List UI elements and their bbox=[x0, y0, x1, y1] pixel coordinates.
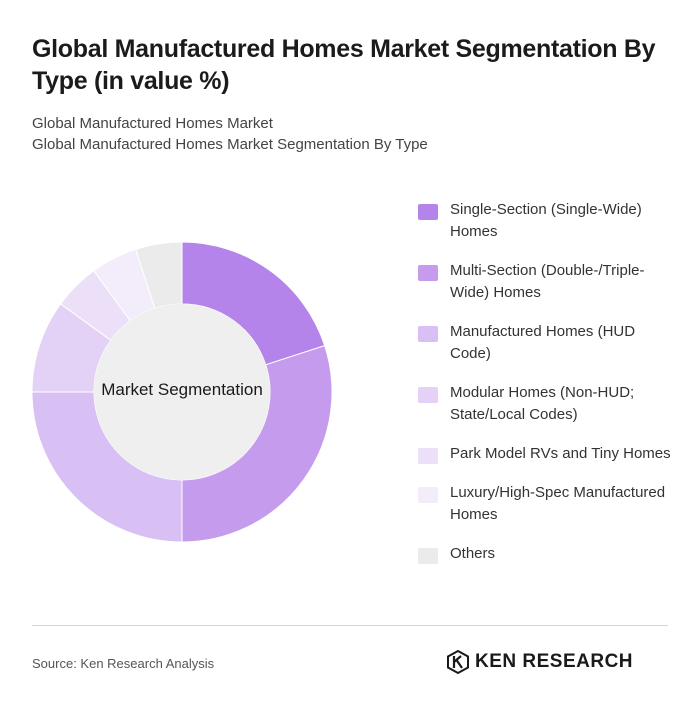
legend-label: Modular Homes (Non-HUD; State/Local Code… bbox=[450, 384, 635, 423]
legend-swatch bbox=[418, 326, 438, 342]
subtitle-line-2: Global Manufactured Homes Market Segment… bbox=[32, 136, 428, 153]
legend-swatch bbox=[418, 204, 438, 220]
legend-item: Luxury/High-Spec Manufactured Homes bbox=[418, 482, 678, 526]
legend-label: Park Model RVs and Tiny Homes bbox=[450, 445, 671, 462]
logo-text: KEN RESEARCH bbox=[475, 651, 634, 672]
legend-label: Manufactured Homes (HUD Code) bbox=[450, 323, 636, 362]
legend-item: Others bbox=[418, 543, 678, 565]
legend-swatch bbox=[418, 548, 438, 564]
chart-subtitle: Global Manufactured Homes Market Global … bbox=[32, 113, 428, 155]
legend-label: Luxury/High-Spec Manufactured Homes bbox=[450, 484, 666, 523]
legend-swatch bbox=[418, 265, 438, 281]
legend-swatch bbox=[418, 448, 438, 464]
subtitle-line-1: Global Manufactured Homes Market bbox=[32, 115, 273, 132]
legend-swatch bbox=[418, 487, 438, 503]
source-note: Source: Ken Research Analysis bbox=[32, 656, 215, 671]
chart-title: Global Manufactured Homes Market Segment… bbox=[32, 35, 656, 95]
legend-label: Single-Section (Single-Wide) Homes bbox=[450, 201, 642, 240]
donut-chart bbox=[31, 241, 333, 543]
chart-legend: Single-Section (Single-Wide) Homes Multi-… bbox=[418, 199, 678, 582]
footer-divider bbox=[32, 625, 668, 626]
legend-item: Park Model RVs and Tiny Homes bbox=[418, 443, 678, 465]
legend-item: Single-Section (Single-Wide) Homes bbox=[418, 199, 678, 243]
legend-item: Manufactured Homes (HUD Code) bbox=[418, 321, 678, 365]
donut-center-label: Market Segmentation bbox=[101, 380, 263, 399]
donut-center bbox=[94, 304, 270, 480]
legend-item: Modular Homes (Non-HUD; State/Local Code… bbox=[418, 382, 678, 426]
ken-research-logo: KEN RESEARCH bbox=[447, 650, 633, 674]
ken-research-logo-icon bbox=[447, 650, 469, 674]
legend-label: Others bbox=[450, 545, 496, 562]
legend-swatch bbox=[418, 387, 438, 403]
legend-item: Multi-Section (Double-/Triple-Wide) Home… bbox=[418, 260, 678, 304]
legend-label: Multi-Section (Double-/Triple-Wide) Home… bbox=[450, 262, 645, 301]
